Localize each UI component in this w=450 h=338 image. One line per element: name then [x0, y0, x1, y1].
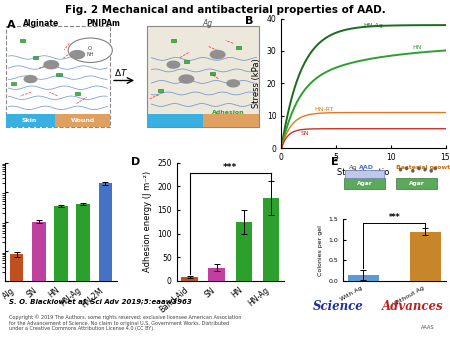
Text: PNIPAm: PNIPAm — [86, 19, 120, 28]
Bar — [82, 46, 88, 49]
Text: Wound: Wound — [70, 118, 94, 123]
Bar — [75, 92, 80, 95]
Text: NH: NH — [86, 52, 94, 57]
Bar — [344, 178, 385, 189]
Y-axis label: Adhesion energy (J m⁻²): Adhesion energy (J m⁻²) — [143, 171, 152, 272]
Text: ***: *** — [223, 163, 238, 171]
X-axis label: Stretch ratio: Stretch ratio — [337, 168, 390, 176]
Text: E: E — [331, 156, 339, 167]
Circle shape — [424, 168, 426, 171]
Circle shape — [434, 167, 436, 170]
Bar — [54, 206, 68, 338]
Circle shape — [44, 61, 58, 69]
Y-axis label: Stress (kPa): Stress (kPa) — [252, 58, 261, 108]
Circle shape — [400, 168, 401, 171]
FancyBboxPatch shape — [6, 26, 110, 126]
Text: Copyright © 2019 The Authors, some rights reserved; exclusive licensee American : Copyright © 2019 The Authors, some right… — [9, 314, 241, 331]
Bar — [208, 268, 225, 281]
Circle shape — [227, 80, 239, 87]
Text: Adhesion: Adhesion — [212, 110, 244, 115]
Bar — [236, 46, 241, 49]
Text: Agar: Agar — [357, 181, 373, 186]
Text: HN: HN — [413, 45, 422, 50]
Text: D: D — [131, 156, 141, 167]
Text: AAAS: AAAS — [421, 325, 435, 330]
Text: Ag: Ag — [202, 19, 212, 28]
Bar — [262, 198, 279, 281]
Bar — [345, 170, 384, 178]
Text: Bacterial growth: Bacterial growth — [396, 165, 450, 170]
Circle shape — [405, 167, 408, 170]
Text: Agar: Agar — [409, 181, 425, 186]
Circle shape — [210, 51, 225, 58]
Text: Fig. 2 Mechanical and antibacterial properties of AAD.: Fig. 2 Mechanical and antibacterial prop… — [65, 5, 385, 15]
Bar — [184, 61, 189, 63]
Bar — [32, 222, 45, 338]
Bar — [396, 178, 437, 189]
Bar — [148, 114, 203, 126]
Text: Science: Science — [313, 300, 364, 313]
Text: HN-Ag: HN-Ag — [364, 23, 383, 28]
Bar — [203, 114, 259, 126]
Bar — [9, 254, 23, 338]
Bar — [210, 72, 215, 75]
Text: Advances: Advances — [382, 300, 443, 313]
Text: Alginate: Alginate — [23, 19, 59, 28]
Circle shape — [24, 76, 37, 82]
Bar — [33, 56, 38, 59]
Text: Skin: Skin — [22, 118, 37, 123]
Text: $\Delta T$: $\Delta T$ — [114, 67, 129, 78]
Text: O: O — [88, 46, 92, 51]
Bar — [76, 204, 90, 338]
Circle shape — [430, 170, 432, 172]
Bar — [11, 82, 16, 85]
Bar — [181, 277, 198, 281]
Text: A: A — [7, 20, 16, 30]
Circle shape — [418, 167, 420, 170]
Text: Ag: Ag — [348, 165, 357, 170]
Text: S. O. Blacklow et al. Sci Adv 2019;5:eaaw3963: S. O. Blacklow et al. Sci Adv 2019;5:eaa… — [9, 298, 192, 304]
Circle shape — [179, 75, 194, 83]
Text: AAD: AAD — [359, 165, 374, 170]
FancyBboxPatch shape — [148, 26, 259, 126]
Bar — [99, 183, 112, 338]
Bar — [171, 39, 176, 42]
Bar — [57, 73, 62, 76]
Text: SN: SN — [301, 131, 310, 136]
Bar — [20, 39, 25, 42]
Text: HN-RT: HN-RT — [314, 107, 333, 112]
Text: B: B — [245, 16, 254, 26]
Bar — [158, 89, 163, 92]
Bar — [6, 114, 55, 126]
Circle shape — [167, 61, 180, 68]
Bar — [55, 114, 110, 126]
Circle shape — [70, 51, 85, 58]
Circle shape — [412, 170, 414, 172]
Circle shape — [68, 38, 112, 63]
Bar — [235, 222, 252, 281]
